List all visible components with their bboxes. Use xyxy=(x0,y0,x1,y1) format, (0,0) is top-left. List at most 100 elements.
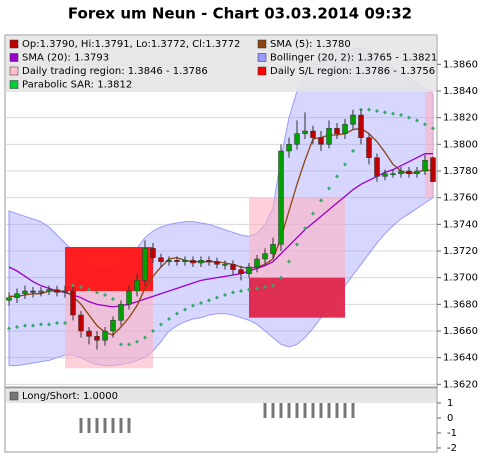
candle-body xyxy=(310,130,316,138)
sar-dot xyxy=(79,285,83,289)
sar-dot xyxy=(87,287,91,292)
candle-body xyxy=(166,260,172,262)
y-tick-label: 1.3840 xyxy=(443,86,478,97)
y-tick-label: 1.3760 xyxy=(443,193,478,204)
long-short-bar xyxy=(95,417,99,433)
sar-dot xyxy=(223,293,227,297)
y-tick-label: 1.3620 xyxy=(443,379,478,390)
legend-swatch xyxy=(9,66,19,76)
y-tick-label: 1.3820 xyxy=(443,113,478,124)
y-tick-label: -2 xyxy=(447,443,457,454)
sar-dot xyxy=(335,174,339,179)
long-short-bar xyxy=(79,417,83,433)
long-short-bar xyxy=(303,402,307,418)
candle-body xyxy=(102,330,108,341)
candle-body xyxy=(30,290,36,293)
sar-dot xyxy=(295,242,299,247)
legend-label: Daily S/L region: 1.3786 - 1.3756 xyxy=(270,66,435,77)
sar-dot xyxy=(31,323,35,328)
candle-body xyxy=(350,114,356,125)
sar-dot xyxy=(207,298,211,303)
long-short-bar xyxy=(111,417,115,433)
long-short-bar xyxy=(327,402,331,418)
y-tick-label: 1.3680 xyxy=(443,299,478,310)
sar-dot xyxy=(247,287,251,292)
long-short-bar xyxy=(351,402,355,418)
candle-body xyxy=(270,244,276,254)
candle-body xyxy=(134,280,140,292)
y-tick-label: 1.3740 xyxy=(443,219,478,230)
sl-region xyxy=(249,277,345,318)
sar-dot xyxy=(255,286,259,291)
sar-dot xyxy=(343,162,347,167)
y-tick-label: 1.3780 xyxy=(443,166,478,177)
candle-body xyxy=(22,290,28,294)
sar-dot xyxy=(135,339,139,344)
legend-label: Bollinger (20, 2): 1.3765 - 1.3821 xyxy=(270,53,437,64)
candle-body xyxy=(150,248,156,258)
long-short-bar xyxy=(319,402,323,418)
candle-body xyxy=(382,173,388,177)
sar-dot xyxy=(111,297,115,301)
sar-dot xyxy=(415,118,419,123)
long-short-bar xyxy=(87,417,91,433)
candle-body xyxy=(374,157,380,177)
sar-dot xyxy=(383,110,387,115)
legend-box xyxy=(6,389,436,403)
long-short-bar xyxy=(335,402,339,418)
candle-body xyxy=(414,170,420,174)
legend-label: Parabolic SAR: 1.3812 xyxy=(22,80,132,91)
long-short-bar xyxy=(287,402,291,418)
legend-label: SMA (5): 1.3780 xyxy=(270,39,351,50)
sar-dot xyxy=(63,321,67,325)
candle-body xyxy=(358,114,364,138)
legend-label: Long/Short: 1.0000 xyxy=(22,391,118,402)
sar-dot xyxy=(319,198,323,203)
sar-dot xyxy=(183,307,187,312)
legend-swatch xyxy=(257,53,267,62)
y-tick-label: 1 xyxy=(447,398,453,409)
y-tick-label: 1.3700 xyxy=(443,273,478,284)
y-tick-label: 1.3860 xyxy=(443,59,478,70)
sar-dot xyxy=(119,342,123,347)
long-short-bar xyxy=(127,417,131,433)
candle-body xyxy=(430,157,436,182)
sar-dot xyxy=(39,322,43,327)
candle-body xyxy=(342,124,348,134)
candle-body xyxy=(182,260,188,262)
sar-dot xyxy=(407,115,411,120)
candle-body xyxy=(278,150,284,245)
candle-body xyxy=(54,289,60,293)
sar-dot xyxy=(367,107,371,112)
candle-body xyxy=(6,297,12,301)
long-short-bar xyxy=(295,402,299,418)
long-short-bar xyxy=(271,402,275,418)
candle-body xyxy=(238,269,244,274)
candle-body xyxy=(14,293,20,298)
sar-dot xyxy=(399,113,403,117)
candle-body xyxy=(86,330,92,337)
y-tick-label: 1.3660 xyxy=(443,326,478,337)
sar-dot xyxy=(47,322,51,327)
candle-body xyxy=(318,137,324,145)
long-short-bar xyxy=(119,417,123,433)
legend-box xyxy=(6,36,436,92)
sar-dot xyxy=(127,342,131,347)
candle-body xyxy=(198,260,204,264)
candle-body xyxy=(46,289,52,292)
long-short-bar xyxy=(103,417,107,433)
candle-body xyxy=(334,128,340,134)
trading-region xyxy=(425,88,433,198)
candle-body xyxy=(126,290,132,305)
y-tick-label: 1.3640 xyxy=(443,353,478,364)
legend-swatch xyxy=(9,39,19,49)
candle-body xyxy=(222,264,228,266)
candle-body xyxy=(78,314,84,332)
sar-dot xyxy=(311,211,315,216)
sar-dot xyxy=(7,326,11,331)
candle-body xyxy=(62,290,68,293)
candle-body xyxy=(294,133,300,145)
candle-body xyxy=(142,248,148,281)
y-tick-label: 1.3720 xyxy=(443,246,478,257)
sar-dot xyxy=(55,321,59,325)
